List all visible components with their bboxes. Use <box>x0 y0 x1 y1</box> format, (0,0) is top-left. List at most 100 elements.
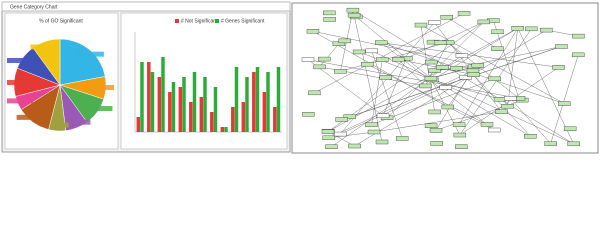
pathway-node <box>495 109 508 114</box>
pathway-node <box>540 27 553 33</box>
pathway-node <box>323 10 336 16</box>
bar <box>262 92 267 132</box>
pathway-edge <box>398 59 426 87</box>
pathway-node <box>424 123 438 128</box>
pathway-edge <box>430 66 475 79</box>
pathway-node <box>450 65 463 71</box>
pathway-node <box>466 68 480 74</box>
pathway-node <box>572 33 585 39</box>
pathway-node <box>428 20 441 25</box>
pathway-node <box>334 131 347 137</box>
pathway-node <box>424 76 438 81</box>
pathway-edge <box>550 54 579 144</box>
bar <box>161 57 165 132</box>
pathway-node <box>365 122 378 127</box>
bar <box>231 107 235 132</box>
pathway-node <box>440 14 453 20</box>
pathway-edge <box>371 50 403 139</box>
bar <box>150 72 155 132</box>
pathway-edge <box>349 46 562 117</box>
pathway-node <box>375 40 388 45</box>
pathway-node <box>491 29 504 35</box>
pathway-node <box>467 72 480 77</box>
bar <box>140 62 144 132</box>
page: Gene Category Chart % of GO Significant … <box>1 1 599 154</box>
pathway-node <box>322 135 335 141</box>
pathway-node <box>375 139 389 145</box>
legend-label: # Genes Significant <box>221 18 265 24</box>
bar <box>210 112 214 132</box>
bar <box>147 62 151 132</box>
bar <box>182 77 186 132</box>
pathway-edge <box>367 64 488 125</box>
bar <box>234 67 239 132</box>
pathway-edge <box>359 51 433 81</box>
window-title: Gene Category Chart <box>10 4 58 10</box>
bar <box>192 72 197 132</box>
pathway-edge <box>328 28 518 132</box>
pathway-edge <box>458 28 518 125</box>
title-bar <box>1 1 291 12</box>
pathway-edge <box>510 98 551 144</box>
pathway-node <box>504 96 517 101</box>
pathway-node <box>419 83 432 89</box>
pathway-node <box>511 25 524 31</box>
pathway-node <box>361 62 374 67</box>
pathway-node <box>455 53 469 58</box>
bar <box>213 87 218 132</box>
slice-label-box <box>88 85 114 91</box>
pathway-node <box>457 11 471 16</box>
legend-swatch <box>175 19 179 23</box>
pathway-edge <box>312 31 478 66</box>
pie-slice <box>59 38 106 86</box>
pathway-node <box>301 57 315 62</box>
pathway-node <box>343 114 356 119</box>
bar <box>136 117 141 132</box>
pathway-node <box>563 126 577 131</box>
pathway-edge <box>382 58 407 116</box>
slice-label-box <box>77 51 104 57</box>
pathway-node <box>302 112 315 117</box>
pathway-node <box>396 136 409 141</box>
pathway-node <box>347 12 361 18</box>
pathway-node <box>346 7 360 13</box>
pathway-node <box>348 143 361 149</box>
pathway-node <box>544 141 557 146</box>
pathway-node <box>471 63 485 68</box>
pathway-node <box>335 117 348 122</box>
pathway-node <box>452 122 466 127</box>
screenshot: Gene Category Chart % of GO Significant … <box>1 1 599 154</box>
pathway-edge <box>517 28 574 144</box>
pathway-edge <box>327 21 484 132</box>
bar <box>245 77 249 132</box>
pathway-node <box>318 56 331 62</box>
pathway-diagram <box>291 2 599 154</box>
bar <box>255 67 260 132</box>
legend-swatch <box>215 19 219 23</box>
slice-label-box <box>86 106 113 112</box>
pathway-node <box>439 85 452 90</box>
bar <box>241 102 246 132</box>
pathway-node <box>367 129 381 135</box>
bar <box>189 102 193 132</box>
bar <box>203 77 207 132</box>
pathway-node <box>459 75 472 80</box>
pathway-node <box>436 65 449 70</box>
pathway-edge <box>319 43 340 68</box>
pathway-edge <box>381 42 559 68</box>
pathway-edge <box>406 21 484 59</box>
pathway-node <box>555 44 568 49</box>
pathway-edge <box>507 28 518 107</box>
pathway-node <box>428 109 441 115</box>
pathway-node <box>525 26 538 32</box>
slice-label-box <box>30 44 57 50</box>
bar <box>168 92 172 132</box>
pathway-edge <box>406 58 432 79</box>
pathway-node <box>321 129 335 134</box>
pathway-node <box>376 113 390 118</box>
pathway-node <box>487 127 501 133</box>
pathway-edge <box>314 13 465 94</box>
pathway-edge <box>371 59 383 125</box>
pathway-node <box>338 38 351 44</box>
pathway-node <box>524 134 537 139</box>
